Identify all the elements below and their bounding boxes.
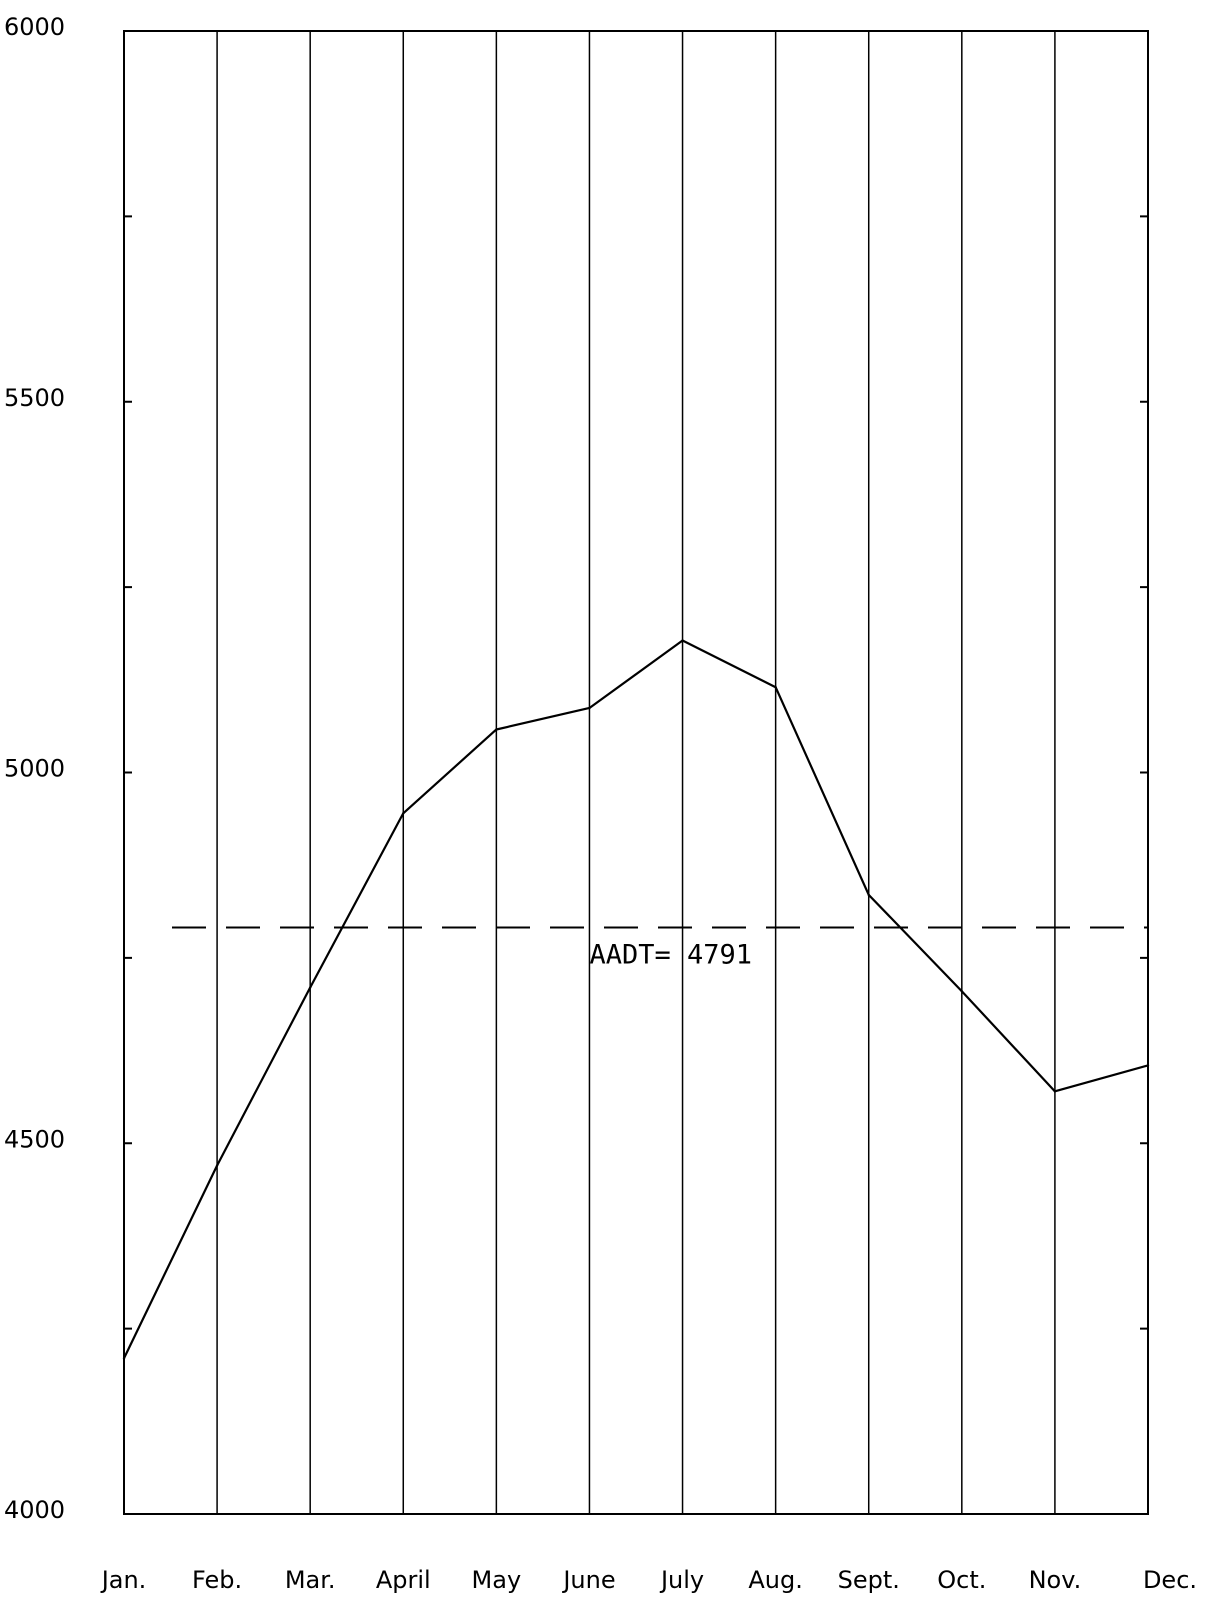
aadt-reference-label: AADT= 4791: [589, 939, 752, 970]
reference-line-group: AADT= 4791: [172, 926, 1148, 970]
data-point-aug: [774, 686, 777, 689]
x-tick-label: Jan.: [100, 1566, 147, 1594]
vertical-gridlines: [216, 31, 1056, 1514]
data-point-oct: [960, 990, 964, 993]
y-tick-label: 4500: [4, 1125, 65, 1153]
x-tick-label: Nov.: [1029, 1566, 1082, 1594]
y-tick-label: 6000: [4, 13, 65, 41]
y-tick-label: 5500: [4, 384, 65, 412]
y-axis-labels: 6000 5500 5000 4500 4000: [4, 13, 65, 1524]
series-line: [123, 639, 1149, 1359]
x-tick-label: Feb.: [192, 1566, 242, 1594]
plot-frame: [123, 30, 1149, 1515]
x-tick-label: June: [561, 1566, 615, 1594]
data-point-may: [495, 728, 498, 731]
data-point-june: [588, 706, 591, 710]
y-tick-label: 4000: [4, 1496, 65, 1524]
data-point-nov: [1053, 1090, 1057, 1093]
x-tick-label: Dec.: [1143, 1566, 1197, 1594]
x-tick-label: Sept.: [838, 1566, 900, 1594]
data-point-july: [681, 639, 684, 642]
x-axis-labels: Jan. Feb. Mar. April May June July Aug. Sept. Oct…: [100, 1566, 1197, 1594]
x-tick-label: Mar.: [285, 1566, 336, 1594]
data-point-dec: [1146, 1064, 1150, 1067]
x-tick-label: May: [472, 1566, 522, 1594]
x-tick-label: April: [376, 1566, 431, 1594]
x-tick-label: July: [659, 1566, 704, 1594]
x-tick-label: Aug.: [748, 1566, 803, 1594]
x-tick-label: Oct.: [937, 1566, 986, 1594]
y-axis-ticks: [124, 30, 1148, 1515]
y-tick-label: 5000: [4, 755, 65, 783]
data-point-jan: [122, 1357, 126, 1360]
series-group: [122, 639, 1150, 1360]
data-point-mar: [308, 986, 312, 989]
data-point-april: [402, 812, 405, 815]
data-point-feb: [215, 1164, 219, 1167]
data-point-sept: [867, 893, 870, 897]
